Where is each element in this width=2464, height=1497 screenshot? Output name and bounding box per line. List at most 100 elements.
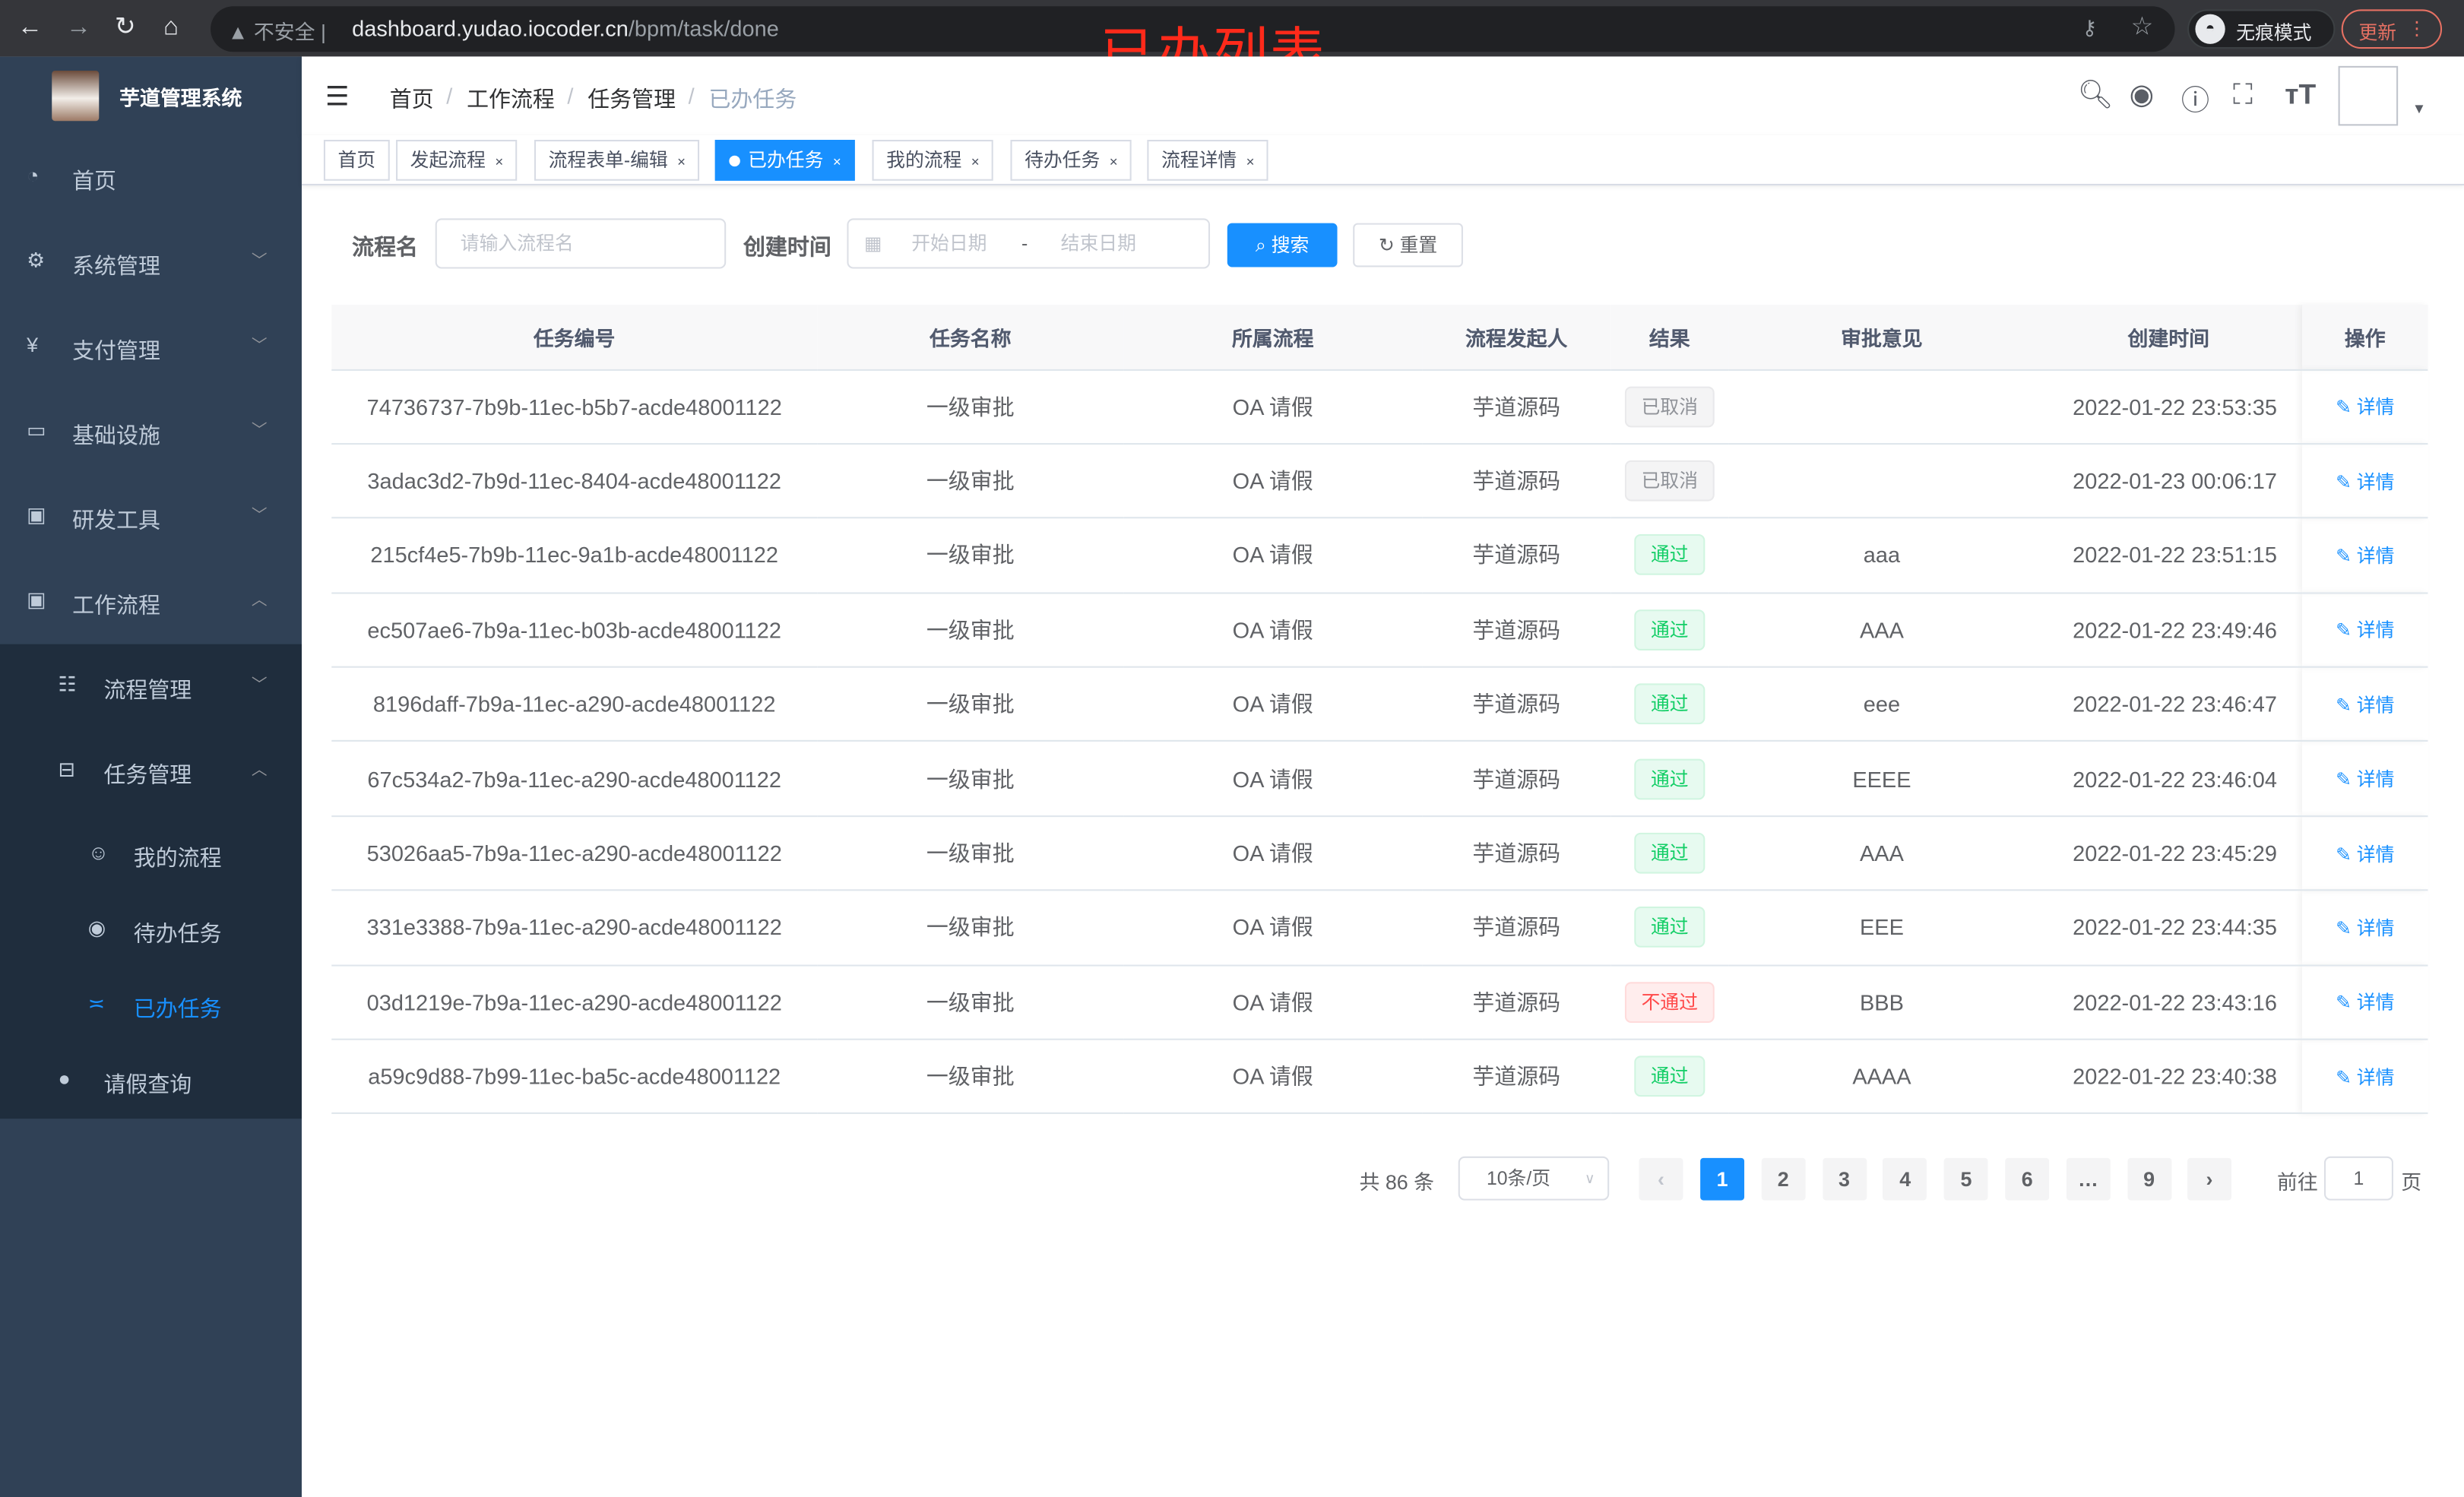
sidebar-item-7[interactable]: ⊟ 任务管理 ︿ — [0, 729, 302, 814]
detail-link[interactable]: ✎ 详情 — [2336, 619, 2394, 641]
page-1[interactable]: 1 — [1700, 1157, 1745, 1201]
help-icon[interactable]: ⓘ — [2181, 84, 2210, 117]
search-button[interactable]: ⌕ 搜索 — [1227, 223, 1338, 267]
cell-id-text: 53026aa5-7b9a-11ec-a290-acde48001122 — [366, 840, 782, 866]
tab-6[interactable]: 流程详情 × — [1147, 140, 1269, 181]
cell-action: ✎ 详情 — [2302, 964, 2428, 1040]
cell-opinion-text: aaa — [1863, 543, 1901, 568]
result-badge: 不通过 — [1625, 981, 1714, 1023]
cell-result: 已取消 — [1610, 443, 1729, 519]
detail-link[interactable]: ✎ 详情 — [2336, 545, 2394, 567]
detail-link[interactable]: ✎ 详情 — [2336, 470, 2394, 492]
fullscreen-icon[interactable]: ⛶ — [2233, 78, 2253, 110]
sidebar-item-3[interactable]: ▭ 基础设施 ﹀ — [0, 390, 302, 475]
prev-page-button[interactable]: ‹ — [1639, 1157, 1683, 1201]
search-btn-icon: ⌕ — [1255, 234, 1272, 257]
detail-link[interactable]: ✎ 详情 — [2336, 843, 2394, 865]
incognito-badge[interactable]: ◓ 无痕模式 — [2187, 9, 2336, 49]
total-count: 共 86 条 — [1359, 1170, 1435, 1195]
close-icon[interactable]: × — [832, 153, 841, 170]
tab-label: 首页 — [337, 149, 376, 172]
detail-link[interactable]: ✎ 详情 — [2336, 396, 2394, 418]
caret-down-icon[interactable]: ▼ — [2412, 100, 2427, 117]
detail-label: 详情 — [2356, 1066, 2395, 1089]
sidebar-item-9[interactable]: ◉ 待办任务 — [0, 888, 302, 973]
page-4[interactable]: 4 — [1883, 1157, 1927, 1201]
tab-1[interactable]: 发起流程 × — [396, 140, 518, 181]
sidebar-item-8[interactable]: ☺ 我的流程 — [0, 812, 302, 897]
page-ellipsis[interactable]: … — [2066, 1157, 2111, 1201]
sidebar-item-1[interactable]: ⚙ 系统管理 ﹀ — [0, 220, 302, 305]
page-6[interactable]: 6 — [2005, 1157, 2050, 1201]
breadcrumb-item[interactable]: 首页 — [389, 86, 434, 112]
tab-0[interactable]: 首页 — [323, 140, 390, 181]
cell-time-text: 2022-01-22 23:46:47 — [2073, 692, 2277, 717]
update-button[interactable]: 更新 ⋮ — [2341, 9, 2443, 49]
detail-link[interactable]: ✎ 详情 — [2336, 694, 2394, 716]
home-icon[interactable]: ⌂ — [163, 14, 179, 41]
detail-link[interactable]: ✎ 详情 — [2336, 992, 2394, 1014]
cell-opinion: eee — [1728, 666, 2035, 742]
detail-label: 详情 — [2356, 396, 2395, 419]
page-5[interactable]: 5 — [1944, 1157, 1988, 1201]
tab-label: 已办任务 — [748, 149, 824, 172]
page-9[interactable]: 9 — [2127, 1157, 2171, 1201]
process-name-input[interactable]: 请输入流程名 — [435, 218, 727, 269]
date-range-picker[interactable]: ▦ 开始日期 - 结束日期 — [847, 218, 1211, 269]
page-2[interactable]: 2 — [1761, 1157, 1806, 1201]
goto-page-input[interactable]: 1 — [2323, 1156, 2393, 1201]
start-date-input[interactable]: 开始日期 — [911, 233, 987, 255]
table-row: 215cf4e5-7b9b-11ec-9a1b-acde48001122 一级审批… — [331, 517, 2428, 593]
breadcrumb-item[interactable]: 任务管理 — [587, 86, 676, 112]
detail-link[interactable]: ✎ 详情 — [2336, 917, 2394, 939]
address-bar[interactable] — [211, 6, 2175, 52]
close-icon[interactable]: × — [971, 153, 980, 170]
forward-icon[interactable]: → — [65, 14, 91, 41]
search-icon[interactable]: 🔍︎ — [2077, 78, 2114, 110]
detail-link[interactable]: ✎ 详情 — [2336, 1066, 2394, 1088]
breadcrumb-separator: / — [446, 83, 453, 109]
key-icon[interactable]: ⚷ — [2082, 15, 2098, 40]
close-icon[interactable]: × — [495, 153, 504, 170]
page-3[interactable]: 3 — [1822, 1157, 1867, 1201]
github-icon[interactable]: ◉ — [2129, 78, 2155, 110]
sidebar-item-10[interactable]: ≍ 已办任务 — [0, 963, 302, 1048]
page-size-select[interactable]: 10条/页 ∨ — [1458, 1156, 1610, 1201]
breadcrumb-item[interactable]: 工作流程 — [467, 86, 555, 112]
sidebar-item-5[interactable]: ▣ 工作流程 ︿ — [0, 559, 302, 644]
detail-label: 详情 — [2356, 619, 2395, 642]
sidebar-item-label: 我的流程 — [133, 845, 222, 871]
url-text[interactable]: dashboard.yudao.iocoder.cn/bpm/task/done — [352, 16, 779, 41]
back-icon[interactable]: ← — [17, 14, 43, 41]
app-title: 芋道管理系统 — [119, 86, 242, 110]
toolbox-icon: ▣ — [27, 502, 46, 527]
reload-icon[interactable]: ↻ — [114, 14, 136, 41]
table-row: 74736737-7b9b-11ec-b5b7-acde48001122 一级审批… — [331, 369, 2428, 445]
tab-3[interactable]: 已办任务 × — [714, 140, 856, 181]
star-icon[interactable]: ☆ — [2130, 14, 2154, 41]
sidebar-item-4[interactable]: ▣ 研发工具 ﹀ — [0, 474, 302, 559]
cell-action: ✎ 详情 — [2302, 890, 2428, 966]
close-icon[interactable]: × — [1246, 153, 1255, 170]
reset-button[interactable]: ↻ 重置 — [1353, 223, 1463, 267]
done-icon: ≍ — [87, 991, 106, 1015]
edit-icon: ✎ — [2336, 694, 2357, 717]
detail-link[interactable]: ✎ 详情 — [2336, 768, 2394, 790]
close-icon[interactable]: × — [677, 153, 686, 170]
avatar[interactable] — [2338, 65, 2399, 126]
sidebar-item-6[interactable]: ☷ 流程管理 ﹀ — [0, 644, 302, 730]
sidebar-item-11[interactable]: ● 请假查询 — [0, 1039, 302, 1124]
sidebar-item-2[interactable]: ¥ 支付管理 ﹀ — [0, 305, 302, 390]
tab-5[interactable]: 待办任务 × — [1010, 140, 1132, 181]
cell-starter: 芋道源码 — [1422, 890, 1611, 966]
sidebar-item-0[interactable]: ◔ 首页 — [0, 135, 302, 220]
cell-starter: 芋道源码 — [1422, 443, 1611, 519]
end-date-input[interactable]: 结束日期 — [1060, 233, 1136, 255]
hamburger-icon[interactable]: ☰ — [325, 81, 350, 112]
tab-2[interactable]: 流程表单-编辑 × — [534, 140, 700, 181]
tab-4[interactable]: 我的流程 × — [872, 140, 994, 181]
next-page-button[interactable]: › — [2187, 1157, 2231, 1201]
cell-time: 2022-01-22 23:45:29 — [2035, 815, 2303, 891]
close-icon[interactable]: × — [1109, 153, 1118, 170]
font-size-icon[interactable]: тT — [2285, 78, 2317, 110]
